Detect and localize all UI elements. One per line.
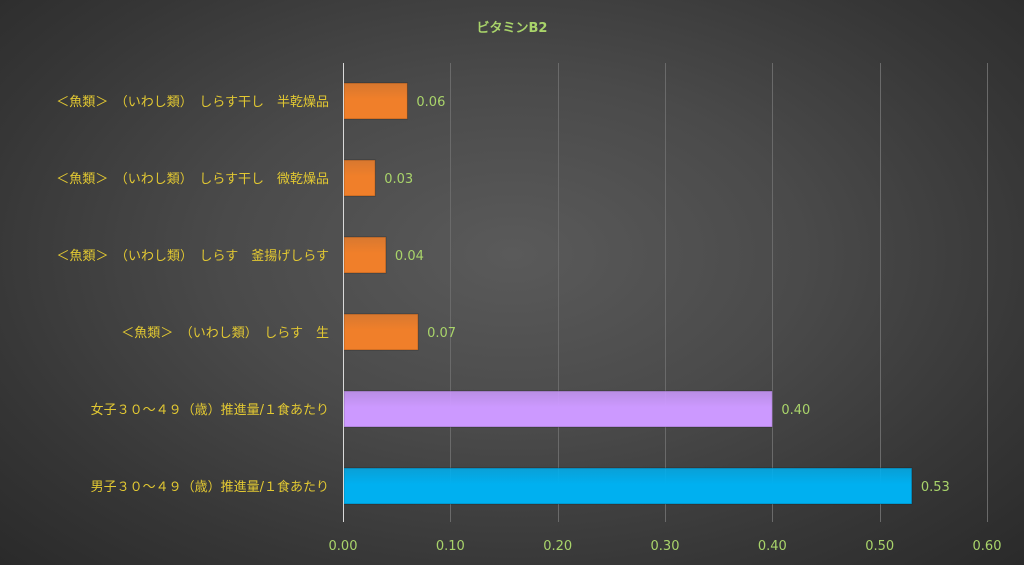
bar-5 <box>343 467 913 505</box>
x-tick-labels: 0.00 0.10 0.20 0.30 0.40 0.50 0.60 <box>329 539 1002 554</box>
category-labels: ＜魚類＞ （いわし類） しらす干し 半乾燥品 ＜魚類＞ （いわし類） しらす干し … <box>56 95 329 495</box>
value-label-0: 0.06 <box>416 95 445 110</box>
value-label-5: 0.53 <box>921 480 950 495</box>
category-label-3: ＜魚類＞ （いわし類） しらす 生 <box>121 326 329 341</box>
x-tick-label-5: 0.50 <box>865 539 894 554</box>
category-label-2: ＜魚類＞ （いわし類） しらす 釜揚げしらす <box>57 248 329 264</box>
category-label-4: 女子３０～４９（歳）推進量/１食あたり <box>91 402 329 418</box>
x-tick-label-0: 0.00 <box>329 539 358 554</box>
category-label-5: 男子３０～４９（歳）推進量/１食あたり <box>91 479 329 495</box>
category-label-1: ＜魚類＞ （いわし類） しらす干し 微乾燥品 <box>56 172 329 187</box>
x-tick-label-6: 0.60 <box>973 539 1002 554</box>
value-label-4: 0.40 <box>781 403 810 418</box>
bar-1 <box>343 159 376 197</box>
x-tick-label-2: 0.20 <box>543 539 572 554</box>
category-label-0: ＜魚類＞ （いわし類） しらす干し 半乾燥品 <box>56 95 329 110</box>
bar-2 <box>343 236 387 274</box>
value-labels: 0.06 0.03 0.04 0.07 0.40 0.53 <box>384 95 950 495</box>
bar-3 <box>343 313 419 351</box>
bar-4 <box>343 390 773 428</box>
value-label-3: 0.07 <box>427 326 456 341</box>
value-label-2: 0.04 <box>395 249 424 264</box>
chart-title: ビタミンB2 <box>477 20 548 36</box>
x-tick-label-4: 0.40 <box>758 539 787 554</box>
x-tick-label-1: 0.10 <box>436 539 465 554</box>
bar-0 <box>343 82 408 120</box>
value-label-1: 0.03 <box>384 172 413 187</box>
bars <box>343 82 913 505</box>
x-tick-label-3: 0.30 <box>651 539 680 554</box>
gridlines <box>450 63 988 522</box>
